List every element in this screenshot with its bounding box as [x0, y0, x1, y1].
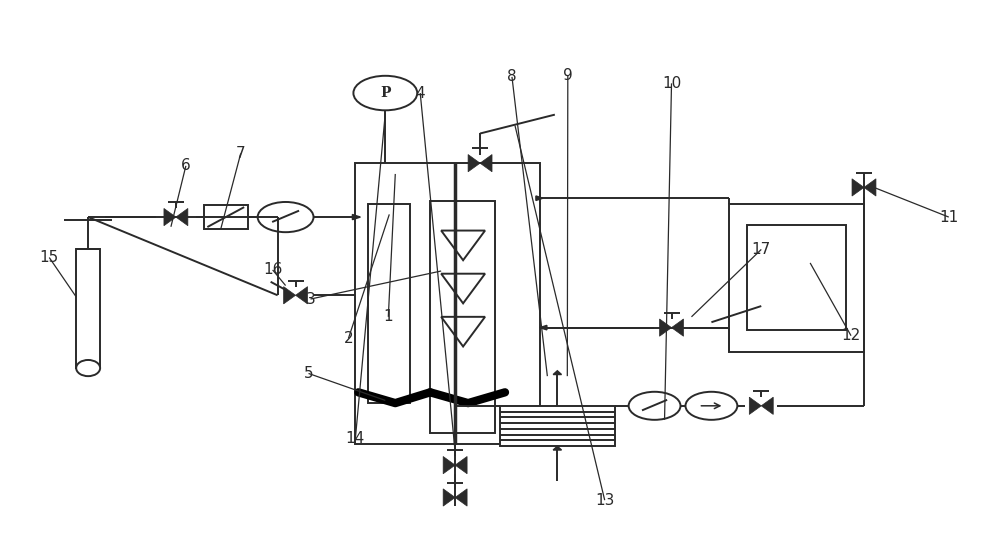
Polygon shape [443, 456, 455, 474]
Polygon shape [553, 371, 562, 375]
Polygon shape [536, 196, 543, 201]
Polygon shape [749, 397, 761, 415]
Text: 8: 8 [507, 69, 517, 85]
Polygon shape [540, 325, 547, 330]
Polygon shape [164, 209, 176, 225]
Bar [500, 406, 615, 446]
Circle shape [258, 202, 314, 232]
Polygon shape [441, 230, 485, 260]
Bar [368, 204, 410, 403]
Bar [76, 249, 100, 368]
Text: 2: 2 [344, 331, 353, 346]
Polygon shape [672, 319, 683, 336]
Circle shape [629, 392, 680, 420]
Polygon shape [761, 397, 773, 415]
Polygon shape [441, 317, 485, 346]
Bar [747, 225, 846, 330]
Polygon shape [468, 154, 480, 172]
Polygon shape [455, 456, 467, 474]
Polygon shape [284, 287, 296, 304]
Circle shape [353, 76, 417, 111]
Text: 1: 1 [383, 309, 393, 324]
Text: 11: 11 [939, 210, 958, 224]
Text: 15: 15 [40, 250, 59, 265]
Polygon shape [660, 319, 672, 336]
Circle shape [685, 392, 737, 420]
Text: 7: 7 [236, 146, 246, 161]
Text: 13: 13 [595, 493, 614, 508]
Polygon shape [352, 215, 360, 220]
Text: 12: 12 [841, 328, 861, 343]
Polygon shape [553, 446, 562, 450]
Bar [355, 163, 540, 443]
Text: P: P [380, 86, 391, 100]
Ellipse shape [76, 360, 100, 376]
Polygon shape [176, 209, 188, 225]
Text: 4: 4 [415, 86, 425, 101]
Polygon shape [296, 287, 308, 304]
Text: 14: 14 [346, 431, 365, 446]
Text: 5: 5 [304, 366, 313, 381]
Polygon shape [480, 154, 492, 172]
Polygon shape [852, 179, 864, 196]
Bar [204, 205, 248, 229]
Bar [430, 201, 495, 433]
Polygon shape [455, 489, 467, 506]
Text: 10: 10 [662, 76, 681, 91]
Polygon shape [441, 274, 485, 304]
Bar [729, 204, 864, 352]
Text: 3: 3 [306, 292, 315, 307]
Polygon shape [864, 179, 876, 196]
Text: 16: 16 [263, 262, 282, 278]
Text: 9: 9 [563, 68, 573, 83]
Polygon shape [443, 489, 455, 506]
Text: 17: 17 [752, 242, 771, 257]
Text: 6: 6 [181, 158, 191, 173]
